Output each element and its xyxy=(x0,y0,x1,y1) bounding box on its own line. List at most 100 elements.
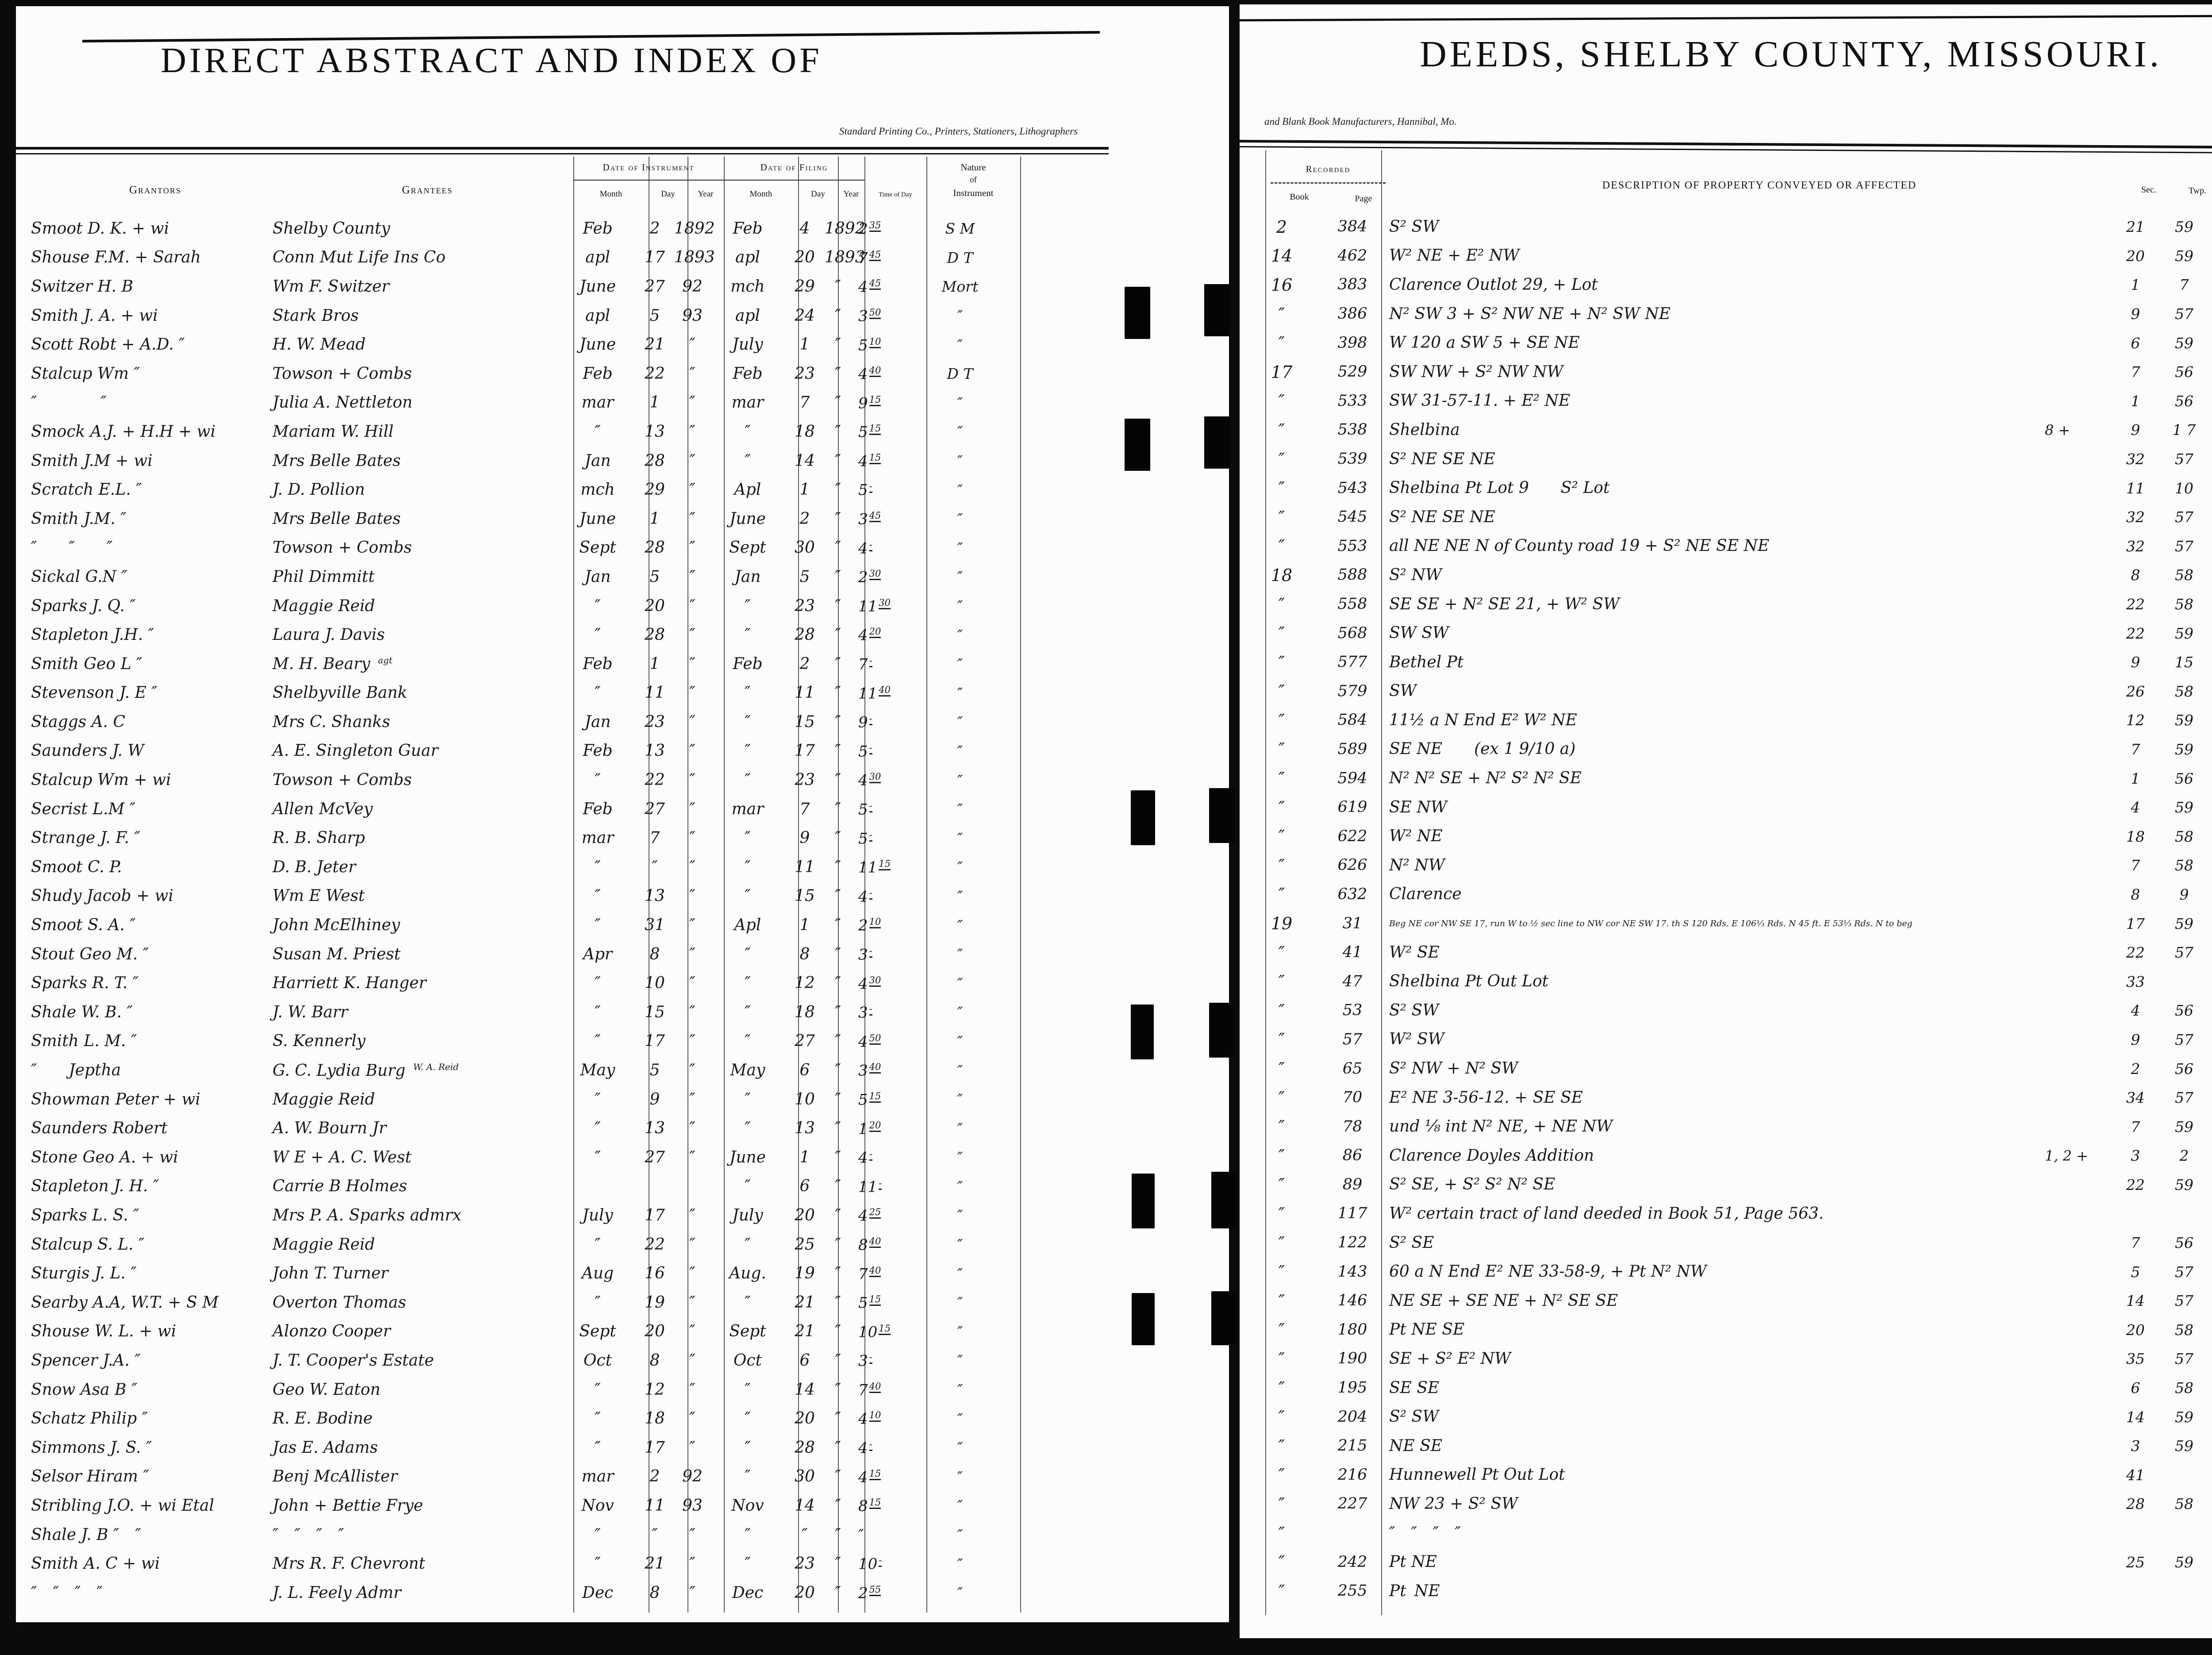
nature-cell: ″ xyxy=(957,684,963,702)
twp-cell: 10 xyxy=(2175,479,2193,497)
instrument-year-cell: ″ xyxy=(689,539,695,557)
grantor-cell: Saunders J. W xyxy=(31,742,144,760)
column-rule xyxy=(1381,150,1382,1615)
grantee-cell: Susan M. Priest xyxy=(273,945,401,963)
book-cell: ″ xyxy=(1278,739,1285,759)
page-cell: 538 xyxy=(1337,421,1367,439)
sec-cell: 9 xyxy=(2131,1031,2140,1048)
page-cell: 543 xyxy=(1337,479,1367,497)
table-row: ″ 216 Hunnewell Pt Out Lot 41 xyxy=(1240,1461,2212,1490)
sec-cell: 9 xyxy=(2131,421,2140,439)
instrument-day-cell: 27 xyxy=(645,1148,665,1166)
twp-cell: 2 xyxy=(2179,1147,2189,1165)
instrument-year-cell: ″ xyxy=(689,858,695,876)
instrument-month-cell: ″ xyxy=(595,1555,601,1573)
twp-cell: 58 xyxy=(2175,596,2193,613)
filing-day-cell: 2 xyxy=(799,509,810,528)
book-cell: ″ xyxy=(1278,624,1285,643)
page-cell: 386 xyxy=(1337,305,1367,323)
filing-day-cell: 5 xyxy=(799,567,810,586)
twp-cell: 58 xyxy=(2175,682,2193,700)
grantor-cell: Stribling J.O. + wi Etal xyxy=(31,1496,215,1515)
page-cell: 143 xyxy=(1337,1262,1367,1281)
book-cell: ″ xyxy=(1278,797,1285,817)
grantee-cell: Wm E West xyxy=(273,887,365,905)
instrument-year-cell: ″ xyxy=(689,1380,695,1399)
instrument-day-cell: 18 xyxy=(645,1409,665,1428)
grantee-cell: Geo W. Eaton xyxy=(273,1380,380,1399)
instrument-day-cell: 13 xyxy=(645,1119,665,1138)
filing-year-cell: ″ xyxy=(835,1264,841,1283)
filing-day-cell: 13 xyxy=(795,1119,815,1138)
instrument-day-cell: 9 xyxy=(649,1090,660,1108)
instrument-year-cell: ″ xyxy=(689,1583,695,1602)
filing-year-cell: ″ xyxy=(835,1496,841,1515)
filing-month-cell: apl xyxy=(735,248,760,267)
binding-clip xyxy=(1209,788,1234,843)
grantor-cell: Stalcup Wm ″ xyxy=(31,364,140,383)
column-rule xyxy=(1265,150,1266,1615)
sec-cell: 22 xyxy=(2126,624,2145,642)
grantee-cell: Stark Bros xyxy=(273,306,359,325)
filing-year-cell: ″ xyxy=(835,539,841,557)
filing-month-cell: June xyxy=(729,1148,766,1166)
column-rule xyxy=(926,157,927,1613)
page-cell: 558 xyxy=(1337,595,1367,613)
sec-cell: 3 xyxy=(2131,1437,2140,1455)
instrument-month-cell: ″ xyxy=(595,422,601,441)
filing-year-cell: ″ xyxy=(835,1380,841,1399)
filing-day-cell: 18 xyxy=(795,1003,815,1021)
filing-month-cell: ″ xyxy=(745,1555,751,1573)
filing-time-cell: 4 40 xyxy=(858,365,881,383)
filing-time-cell: 11 40 xyxy=(858,684,891,702)
filing-month-cell: ″ xyxy=(745,1525,751,1544)
filing-year-cell: ″ xyxy=(835,771,841,789)
instrument-day-cell: 2 xyxy=(649,219,660,238)
nature-cell: ″ xyxy=(957,1149,963,1166)
instrument-day-cell: ″ xyxy=(652,858,658,876)
description-cell: SE + S² E² NW xyxy=(1389,1349,1511,1368)
col-header-nature-2: of xyxy=(970,175,977,185)
rng-cell: 12 xyxy=(2208,1439,2212,1453)
sec-cell: 6 xyxy=(2131,1379,2140,1397)
twp-cell: 56 xyxy=(2175,1002,2193,1020)
twp-cell: 58 xyxy=(2175,857,2193,874)
nature-cell: ″ xyxy=(957,1236,963,1254)
instrument-month-cell: Feb xyxy=(583,742,613,760)
table-row: Shale J. B ″ ″ ″ ″ ″ ″ ″ ″ ″ ″ ″ ″ ″ ″ xyxy=(16,1520,1104,1550)
table-row: ″ 195 SE SE 6 58 12 xyxy=(1240,1374,2212,1403)
grantee-cell: J. D. Pollion xyxy=(273,481,365,499)
instrument-year-cell: ″ xyxy=(689,1322,695,1341)
instrument-year-cell: 92 xyxy=(682,1467,703,1486)
instrument-year-cell: ″ xyxy=(689,1003,695,1021)
filing-month-cell: July xyxy=(732,335,763,354)
filing-month-cell: Apl xyxy=(734,916,761,935)
book-cell: ″ xyxy=(1278,1175,1285,1195)
table-row: Scott Robt + A.D. ″ H. W. Mead June 21 ″ July… xyxy=(16,330,1104,359)
filing-month-cell: ″ xyxy=(745,1235,751,1254)
table-row: Secrist L.M ″ Allen McVey Feb 27 ″ mar 7 ″ 5- ″ xyxy=(16,795,1104,824)
filing-month-cell: Sept xyxy=(729,1322,766,1341)
sec-cell: 41 xyxy=(2126,1466,2145,1484)
twp-cell: 59 xyxy=(2175,1176,2193,1193)
filing-day-cell: 30 xyxy=(795,539,815,557)
instrument-day-cell: 22 xyxy=(645,1235,665,1254)
filing-time-cell: 5 15 xyxy=(858,1090,881,1109)
page-cell: 462 xyxy=(1337,246,1367,265)
twp-cell: 57 xyxy=(2175,944,2193,962)
instrument-month-cell: ″ xyxy=(595,771,601,789)
filing-day-cell: 9 xyxy=(799,829,810,847)
table-row: Stone Geo A. + wi W E + A. C. West ″ 27 ″ Jun… xyxy=(16,1143,1104,1172)
instrument-year-cell: ″ xyxy=(689,1206,695,1224)
table-row: ″ 632 Clarence 8 9 xyxy=(1240,880,2212,909)
filing-month-cell: ″ xyxy=(745,1177,751,1196)
table-row: Saunders Robert A. W. Bourn Jr ″ 13 ″ ″ 13 ″ 1 20… xyxy=(16,1114,1104,1143)
twp-cell: 58 xyxy=(2175,566,2193,584)
instrument-year-cell: ″ xyxy=(689,1409,695,1428)
page-cell: 78 xyxy=(1342,1117,1363,1135)
filing-year-cell: ″ xyxy=(835,597,841,615)
grantee-cell: Shelbyville Bank xyxy=(273,684,407,702)
instrument-year-cell: ″ xyxy=(689,654,695,673)
grantor-cell: Smith J.M + wi xyxy=(31,451,153,470)
filing-day-cell: 23 xyxy=(795,364,815,383)
